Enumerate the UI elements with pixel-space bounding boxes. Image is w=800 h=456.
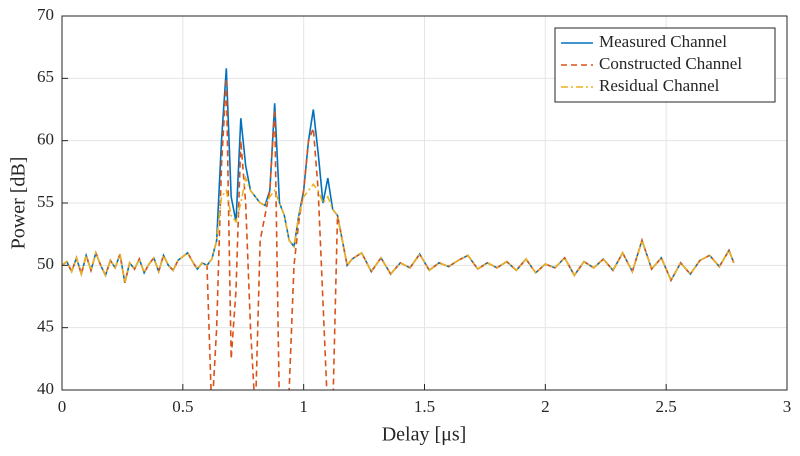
x-tick-label: 2.5 <box>656 397 677 416</box>
legend-label: Residual Channel <box>599 76 720 95</box>
x-tick-label: 3 <box>783 397 792 416</box>
x-tick-label: 2 <box>541 397 550 416</box>
y-tick-label: 50 <box>37 254 54 273</box>
legend: Measured Channel Constructed Channel Resid… <box>554 27 776 103</box>
x-tick-label: 0.5 <box>172 397 193 416</box>
x-tick-label: 1.5 <box>414 397 435 416</box>
y-tick-label: 45 <box>37 317 54 336</box>
legend-label: Constructed Channel <box>599 54 742 73</box>
lines <box>62 68 735 390</box>
x-tick-label: 1 <box>299 397 308 416</box>
y-tick-label: 70 <box>37 5 54 24</box>
y-tick-label: 40 <box>37 379 54 398</box>
legend-label: Measured Channel <box>599 32 727 51</box>
ticks: 0 0.5 1 1.5 2 2.5 3 40 45 50 55 60 65 70 <box>37 5 791 416</box>
y-tick-label: 55 <box>37 192 54 211</box>
series-line <box>62 175 735 283</box>
x-axis-label: Delay [μs] <box>382 424 467 446</box>
y-tick-label: 65 <box>37 67 54 86</box>
y-tick-label: 60 <box>37 130 54 149</box>
x-tick-label: 0 <box>58 397 67 416</box>
y-axis-label: Power [dB] <box>8 157 30 250</box>
